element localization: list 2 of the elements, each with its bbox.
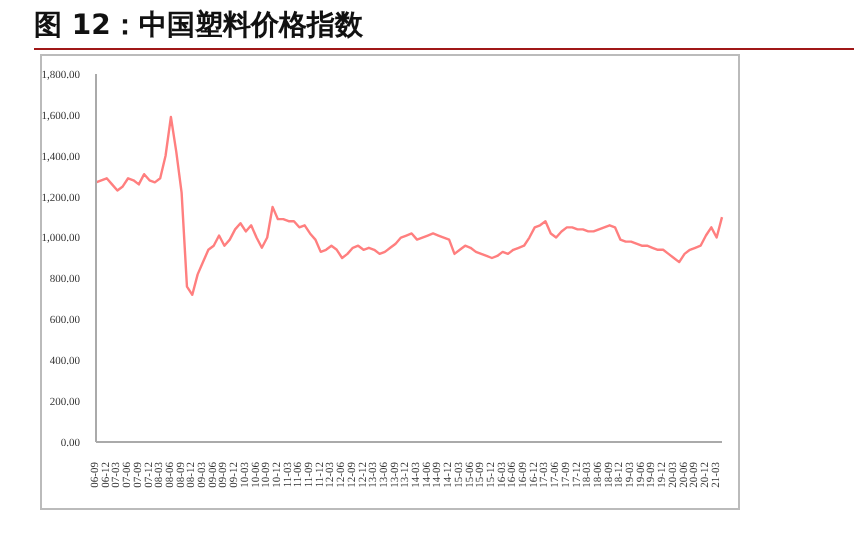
chart-title: 图 12：中国塑料价格指数 — [34, 8, 854, 50]
line-series — [94, 115, 724, 296]
